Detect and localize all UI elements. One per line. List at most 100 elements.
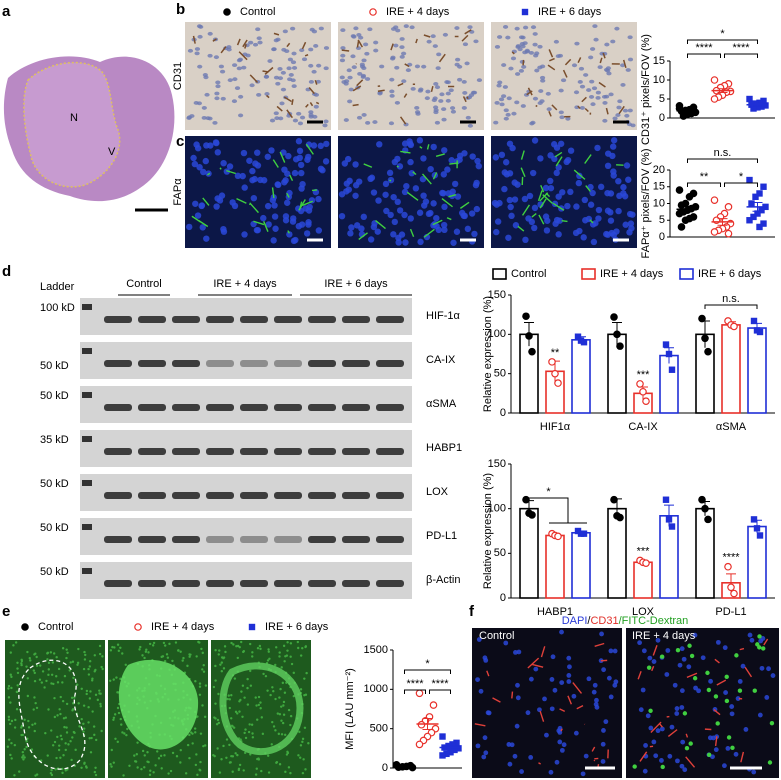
nucleus — [626, 229, 633, 236]
nucleus — [501, 185, 508, 193]
row-label: CD31 — [172, 62, 184, 90]
nucleus — [505, 35, 511, 40]
band — [342, 536, 370, 543]
speckle — [61, 681, 64, 684]
nucleus — [282, 29, 288, 34]
nucleus — [496, 83, 502, 88]
speckle — [249, 642, 252, 646]
speckle — [292, 694, 296, 698]
speckle — [220, 661, 224, 664]
nucleus — [207, 53, 213, 58]
fiber — [567, 695, 573, 705]
speckle — [56, 714, 59, 717]
nucleus — [357, 71, 363, 76]
vessel — [403, 93, 408, 98]
band — [376, 404, 404, 411]
dextran — [687, 643, 692, 648]
vessel — [273, 32, 280, 36]
band — [206, 492, 234, 499]
nucleus — [256, 92, 262, 97]
nucleus — [249, 83, 255, 88]
speckle — [244, 736, 248, 740]
speckle — [20, 733, 23, 737]
nucleus — [410, 86, 416, 91]
speckle — [166, 656, 170, 659]
speckle — [274, 663, 277, 667]
nucleus — [291, 84, 297, 89]
nucleus — [383, 207, 390, 215]
speckle — [278, 655, 281, 658]
error-bar — [752, 103, 763, 107]
band — [104, 360, 132, 367]
speckle — [160, 655, 163, 659]
nucleus — [223, 168, 231, 175]
speckle — [194, 731, 197, 734]
nucleus — [257, 40, 263, 45]
bar — [633, 561, 653, 599]
speckle — [198, 685, 202, 688]
speckle — [163, 659, 167, 663]
nucleus — [580, 771, 586, 777]
speckle — [116, 643, 120, 646]
nucleus — [559, 629, 564, 635]
nucleus — [389, 77, 395, 82]
fiber — [249, 202, 259, 214]
y-tick-label: 0 — [659, 231, 665, 243]
speckle — [272, 690, 275, 693]
band — [172, 360, 200, 367]
nucleus — [414, 105, 420, 110]
nucleus — [197, 34, 203, 39]
speckle — [251, 651, 254, 654]
nucleus — [255, 27, 261, 32]
nucleus — [236, 58, 243, 63]
point — [439, 733, 446, 740]
speckle — [16, 671, 20, 675]
nucleus — [343, 118, 349, 122]
nucleus — [590, 47, 596, 51]
speckle — [277, 732, 281, 736]
fiber — [740, 751, 745, 763]
speckle — [286, 750, 289, 754]
fiber — [412, 171, 417, 176]
vessel — [549, 57, 555, 62]
nucleus — [201, 116, 207, 120]
nucleus — [627, 35, 633, 40]
speckle — [281, 681, 285, 685]
size-label: 50 kD — [40, 478, 69, 490]
fiber — [552, 202, 565, 211]
speckle — [220, 670, 224, 673]
speckle — [188, 653, 191, 656]
speckle — [136, 741, 139, 744]
speckle — [267, 771, 271, 774]
nucleus — [512, 753, 518, 759]
point — [762, 102, 769, 109]
error-bar — [422, 717, 433, 730]
nucleus — [623, 162, 631, 169]
speckle — [109, 679, 112, 682]
speckle — [282, 704, 285, 707]
speckle — [246, 686, 249, 690]
nucleus — [441, 226, 448, 234]
vessel — [266, 94, 270, 99]
nucleus — [499, 102, 505, 107]
nucleus — [272, 225, 279, 232]
speckle — [216, 718, 220, 722]
speckle — [34, 652, 37, 655]
speckle — [189, 731, 193, 734]
vessel — [276, 105, 283, 112]
nucleus — [540, 78, 546, 83]
nucleus — [560, 78, 567, 83]
nucleus — [674, 711, 680, 716]
point — [760, 183, 767, 190]
nucleus — [532, 96, 539, 101]
nucleus — [510, 56, 517, 61]
y-tick-label: 20 — [653, 164, 665, 176]
band — [308, 404, 336, 411]
vessel — [283, 96, 292, 103]
speckle — [268, 657, 271, 660]
nucleus — [186, 223, 193, 231]
nucleus — [273, 111, 279, 116]
nucleus — [379, 64, 385, 69]
fiber — [714, 736, 718, 747]
fiber — [686, 672, 698, 679]
